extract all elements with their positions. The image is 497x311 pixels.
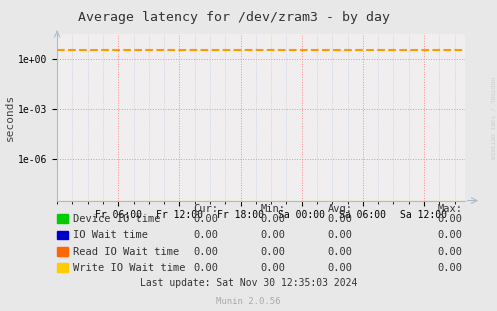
Text: 0.00: 0.00 (261, 247, 286, 257)
Text: Munin 2.0.56: Munin 2.0.56 (216, 297, 281, 306)
Text: 0.00: 0.00 (261, 230, 286, 240)
Text: Write IO Wait time: Write IO Wait time (73, 263, 185, 273)
Text: 0.00: 0.00 (437, 214, 462, 224)
Text: Avg:: Avg: (328, 204, 353, 214)
Text: 0.00: 0.00 (328, 214, 353, 224)
Text: Max:: Max: (437, 204, 462, 214)
Text: Last update: Sat Nov 30 12:35:03 2024: Last update: Sat Nov 30 12:35:03 2024 (140, 278, 357, 288)
Text: 0.00: 0.00 (328, 263, 353, 273)
Text: Device IO time: Device IO time (73, 214, 161, 224)
Text: 0.00: 0.00 (194, 214, 219, 224)
Text: 0.00: 0.00 (328, 230, 353, 240)
Text: 0.00: 0.00 (328, 247, 353, 257)
Text: 0.00: 0.00 (261, 263, 286, 273)
Text: Cur:: Cur: (194, 204, 219, 214)
Text: 0.00: 0.00 (194, 247, 219, 257)
Text: 0.00: 0.00 (261, 214, 286, 224)
Text: IO Wait time: IO Wait time (73, 230, 148, 240)
Y-axis label: seconds: seconds (5, 94, 15, 141)
Text: Read IO Wait time: Read IO Wait time (73, 247, 179, 257)
Text: 0.00: 0.00 (437, 230, 462, 240)
Text: Average latency for /dev/zram3 - by day: Average latency for /dev/zram3 - by day (78, 11, 390, 24)
Text: 0.00: 0.00 (437, 247, 462, 257)
Text: 0.00: 0.00 (437, 263, 462, 273)
Text: RRDTOOL / TOBI OETIKER: RRDTOOL / TOBI OETIKER (490, 77, 495, 160)
Text: 0.00: 0.00 (194, 263, 219, 273)
Text: 0.00: 0.00 (194, 230, 219, 240)
Text: Min:: Min: (261, 204, 286, 214)
